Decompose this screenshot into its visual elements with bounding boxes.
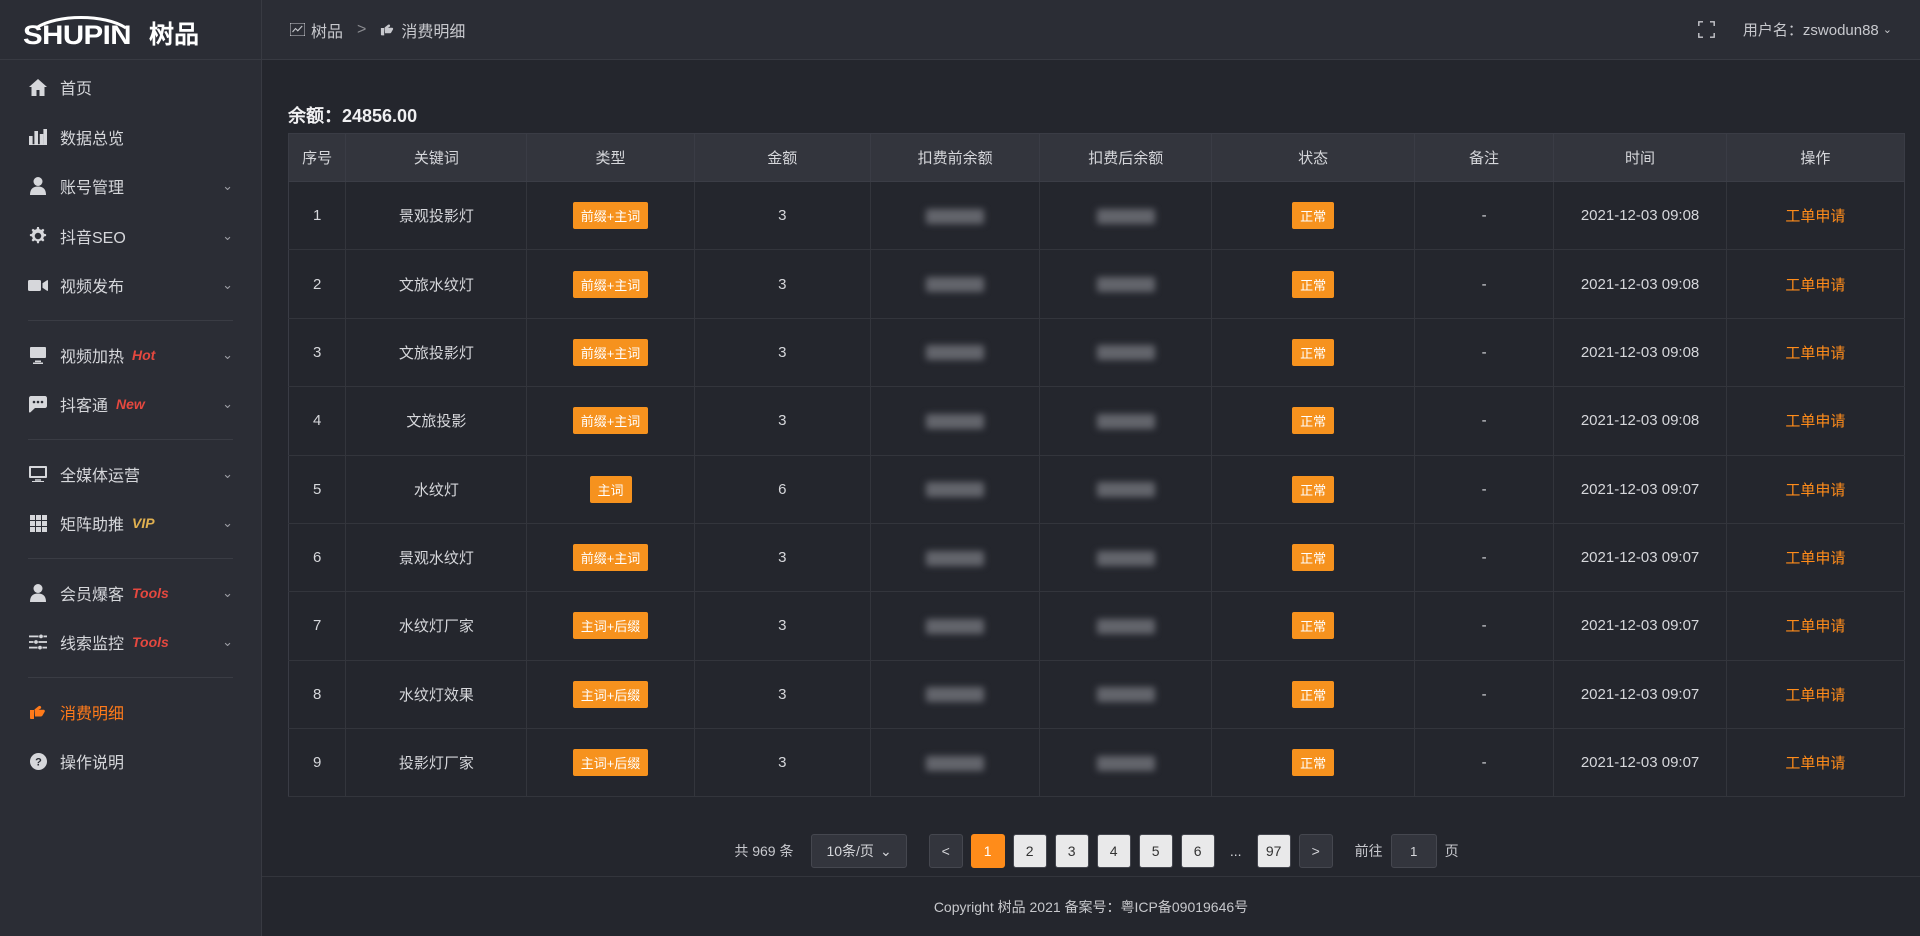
svg-text:?: ? <box>35 756 42 768</box>
svg-text:SHUPIN: SHUPIN <box>23 20 131 49</box>
svg-text:树品: 树品 <box>149 21 199 49</box>
